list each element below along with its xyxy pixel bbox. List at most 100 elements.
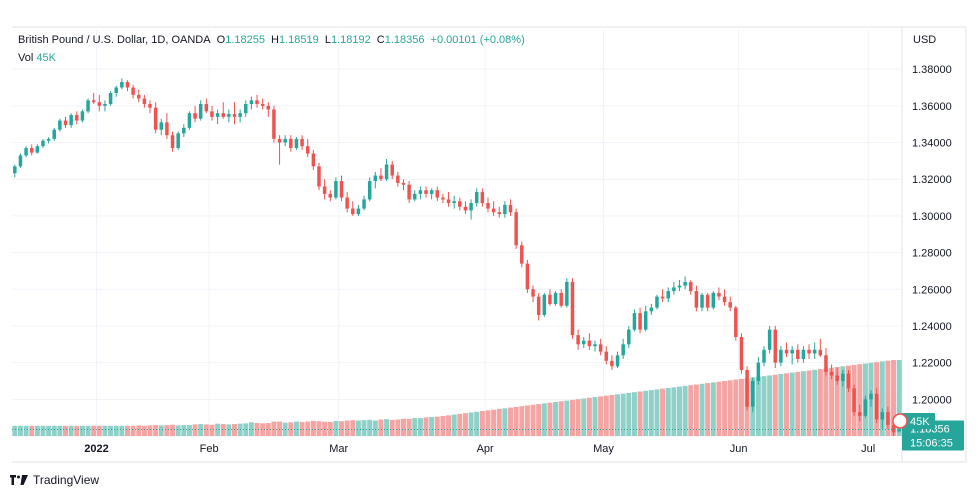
volume-bar <box>113 425 119 436</box>
volume-bar <box>29 425 35 436</box>
volume-bar <box>440 416 446 436</box>
candle-body <box>846 373 851 389</box>
candle-body <box>334 181 338 198</box>
candle-body <box>858 412 862 416</box>
candle-body <box>120 82 124 88</box>
candle-body <box>474 192 479 204</box>
candle-body <box>598 344 603 352</box>
volume-bar <box>170 424 176 436</box>
candle-body <box>356 208 361 215</box>
volume-bar <box>468 412 474 436</box>
candle-body <box>125 82 130 88</box>
volume-bar <box>508 407 513 436</box>
price-axis: 1.38000 1.36000 1.34000 1.32000 1.30000 1.280… <box>912 64 952 443</box>
candle-body <box>829 371 834 376</box>
candle-body <box>570 281 575 336</box>
candle-body <box>86 100 90 112</box>
volume-value: 45K <box>36 52 56 64</box>
candle-body <box>328 193 333 198</box>
candle-body <box>767 329 772 350</box>
volume-bar <box>158 425 164 436</box>
candle-body <box>18 155 23 167</box>
candle-body <box>773 329 778 363</box>
volume-bar <box>344 420 350 436</box>
candle-body <box>176 133 180 149</box>
candle-body <box>46 138 51 141</box>
volume-bar <box>603 395 609 436</box>
candle-body <box>413 193 417 200</box>
volume-bar <box>130 425 136 436</box>
volume-bar <box>738 378 744 436</box>
volume-bars <box>12 360 902 436</box>
low-value: 1.18192 <box>330 34 371 46</box>
candle-body <box>300 138 304 147</box>
candle-body <box>655 296 659 308</box>
volume-bar <box>817 369 823 436</box>
volume-bar <box>710 382 716 436</box>
volume-bar <box>592 397 598 436</box>
time-tick-label: Apr <box>477 443 494 455</box>
candle-body <box>227 114 231 117</box>
volume-bar <box>74 425 80 436</box>
volume-bar <box>829 367 835 436</box>
volume-bar <box>665 388 671 436</box>
volume-bar <box>406 418 412 436</box>
candle-body <box>835 375 839 381</box>
volume-bar <box>136 425 142 436</box>
volume-bar <box>727 380 733 436</box>
volume-bar <box>541 403 547 436</box>
volume-bar <box>395 419 401 436</box>
volume-bar <box>243 423 249 436</box>
candle-body <box>542 294 547 315</box>
volume-bar <box>654 389 660 436</box>
candle-body <box>790 349 794 354</box>
volume-bar <box>586 397 592 436</box>
candle-body <box>52 129 56 139</box>
volume-bar <box>85 425 91 436</box>
candle-body <box>260 104 265 106</box>
candle-body <box>97 102 102 106</box>
candle-body <box>694 291 699 308</box>
time-tick-label: 2022 <box>84 443 108 455</box>
volume-bar <box>885 360 891 436</box>
volume-bar <box>558 401 564 436</box>
candle-body <box>756 362 761 381</box>
candle-body <box>266 105 271 110</box>
candle-body <box>548 294 552 304</box>
candle-body <box>525 263 530 290</box>
high-value: 1.18519 <box>278 34 319 46</box>
candle-body <box>643 311 648 330</box>
volume-bar <box>305 421 311 436</box>
volume-bar <box>350 420 356 436</box>
candle-body <box>536 296 541 315</box>
candles <box>13 78 901 436</box>
volume-bar <box>260 423 266 436</box>
candle-body <box>734 307 738 337</box>
candle-body <box>615 355 620 367</box>
brand[interactable]: TradingView <box>10 473 99 487</box>
candle-body <box>204 104 209 112</box>
volume-bar <box>17 425 23 436</box>
volume-bar <box>631 392 637 436</box>
candle-body <box>441 197 445 200</box>
volume-bar <box>569 399 575 436</box>
volume-bar <box>789 372 795 436</box>
volume-bar <box>51 425 57 436</box>
candle-body <box>80 111 85 121</box>
price-tick-label: 1.26000 <box>912 284 952 296</box>
candle-body <box>711 292 716 308</box>
candle-body <box>159 122 164 130</box>
volume-bar <box>812 369 818 436</box>
candle-body <box>581 340 586 345</box>
candle-body <box>503 204 507 215</box>
volume-bar <box>119 425 125 436</box>
volume-bar <box>693 384 699 436</box>
volume-bar <box>800 371 806 436</box>
candle-body <box>666 291 670 299</box>
volume-bar <box>288 422 294 436</box>
volume-bar <box>299 421 305 436</box>
candle-body <box>818 349 823 356</box>
candle-body <box>649 307 654 312</box>
candle-body <box>429 190 434 194</box>
